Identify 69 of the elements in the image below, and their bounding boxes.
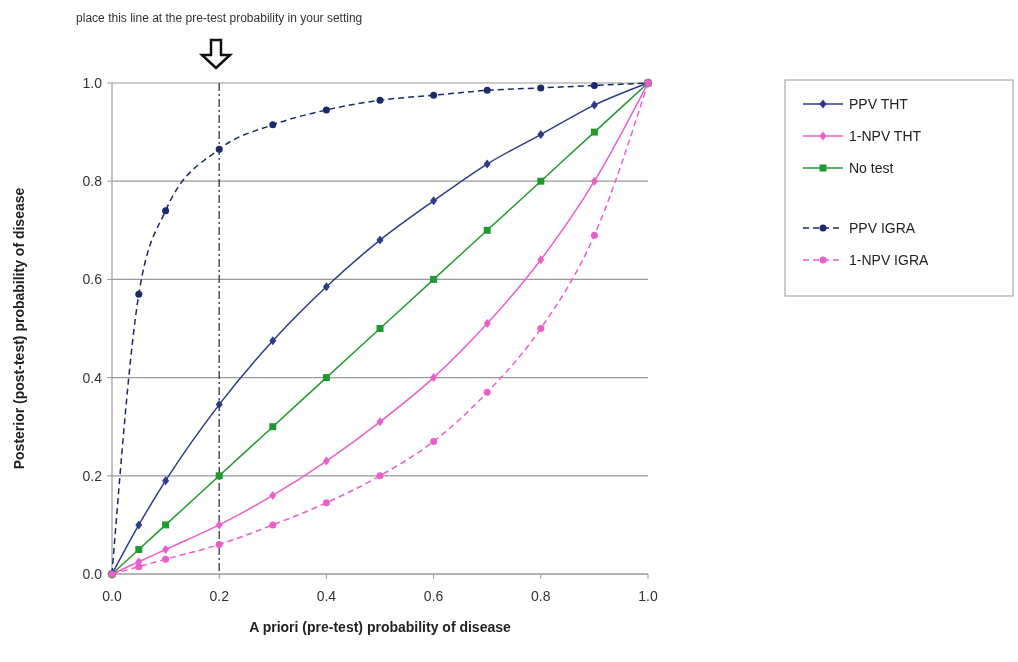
point (590, 176, 598, 186)
point (376, 96, 384, 104)
point (215, 541, 223, 549)
legend-label: PPV IGRA (849, 220, 916, 236)
legend-label: 1-NPV IGRA (849, 252, 930, 268)
point (135, 520, 143, 530)
legend-label: No test (849, 160, 894, 176)
y-tick-label: 0.8 (82, 173, 103, 190)
point (162, 555, 170, 563)
point (135, 545, 143, 553)
y-tick-label: 0.4 (82, 369, 103, 386)
point (162, 521, 170, 529)
point (322, 106, 330, 114)
point (590, 128, 598, 136)
point (483, 319, 491, 329)
point (537, 255, 545, 265)
point (269, 121, 277, 129)
point (269, 336, 277, 346)
point (135, 563, 143, 571)
point (376, 417, 384, 427)
y-tick-label: 0.0 (82, 566, 103, 582)
text: place this line at the pre-test probability in your setting (76, 11, 363, 25)
x-axis-title: A priori (pre-test) probability of disease (249, 619, 512, 635)
point (483, 159, 491, 169)
x-tick-label: 0.6 (423, 588, 444, 604)
point (376, 325, 384, 332)
point (322, 282, 330, 292)
x-tick-label: 0.0 (102, 588, 122, 604)
x-tick-label: 0.4 (316, 588, 337, 604)
point (135, 290, 143, 298)
point (162, 544, 170, 554)
point (537, 84, 545, 92)
y-axis-title: Posterior (post-test) probability of disease (11, 187, 27, 470)
x-tick-label: 1.0 (638, 588, 658, 604)
y-tick-label: 1.0 (82, 75, 103, 91)
point (215, 400, 223, 410)
point (269, 521, 277, 529)
point (483, 86, 491, 94)
point (269, 490, 277, 500)
point (215, 520, 223, 530)
point (590, 100, 598, 110)
point (483, 226, 491, 234)
point (590, 231, 598, 239)
point (376, 472, 384, 480)
x-tick-label: 0.8 (531, 588, 551, 604)
point (483, 388, 491, 396)
point (430, 196, 438, 206)
point (322, 456, 330, 466)
point (590, 81, 598, 89)
y-tick-label: 0.2 (82, 467, 103, 484)
x-tick-label: 0.2 (209, 588, 230, 604)
y-tick-label: 0.6 (82, 271, 103, 288)
point (162, 207, 170, 215)
point (430, 91, 438, 99)
point (215, 145, 223, 153)
point (269, 423, 277, 431)
point (537, 325, 545, 332)
point (430, 437, 438, 445)
legend-label: 1-NPV THT (849, 128, 922, 144)
point (322, 374, 330, 382)
point (537, 130, 545, 140)
point (537, 177, 545, 185)
point (215, 472, 223, 480)
point (430, 373, 438, 383)
point (430, 275, 438, 283)
point (162, 476, 170, 486)
point (376, 235, 384, 245)
point (322, 499, 330, 507)
legend-label: PPV THT (849, 96, 909, 112)
